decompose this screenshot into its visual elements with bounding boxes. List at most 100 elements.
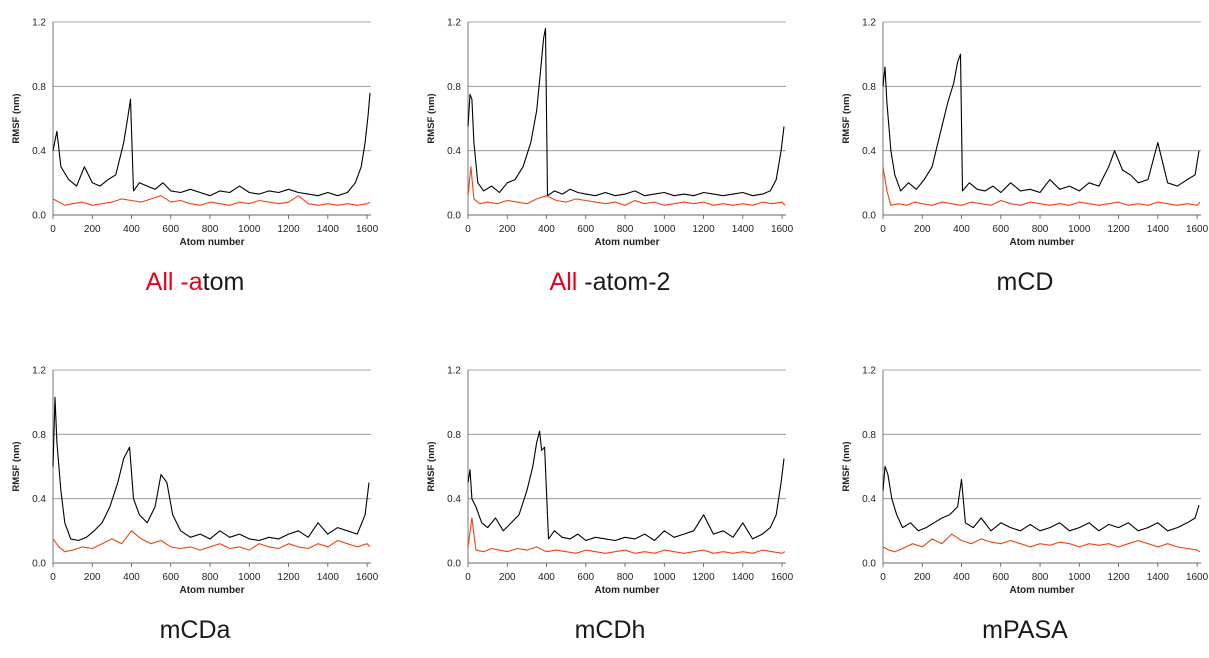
series-line-black	[467, 27, 785, 197]
x-tick-label: 1400	[1147, 224, 1170, 235]
x-tick-label: 600	[162, 572, 179, 583]
caption-part: tom	[202, 268, 245, 296]
x-tick-label: 1000	[238, 224, 261, 235]
y-tick-label: 0.0	[32, 211, 46, 222]
x-tick-label: 1200	[692, 572, 715, 583]
y-tick-label: 0.4	[32, 494, 46, 505]
x-tick-label: 1200	[692, 224, 715, 235]
y-tick-label: 0.0	[862, 559, 876, 570]
x-tick-label: 200	[914, 224, 931, 235]
y-axis-label: RMSF (nm)	[11, 441, 22, 491]
panel-caption: mPASA	[845, 616, 1205, 645]
x-tick-label: 200	[914, 572, 931, 583]
x-tick-label: 800	[202, 572, 219, 583]
y-tick-label: 1.2	[447, 18, 461, 29]
x-tick-label: 1200	[1107, 224, 1130, 235]
panel-caption: mCD	[845, 268, 1205, 297]
x-tick-label: 1000	[238, 572, 261, 583]
x-tick-label: 1600	[1186, 572, 1209, 583]
x-tick-label: 800	[1032, 224, 1049, 235]
y-tick-label: 0.4	[447, 494, 461, 505]
series-line-red	[467, 517, 786, 554]
x-tick-label: 1600	[1186, 224, 1209, 235]
series-line-black	[882, 53, 1200, 194]
x-axis-label: Atom number	[1010, 585, 1075, 596]
x-tick-label: 0	[50, 224, 56, 235]
panel-caption: mCDa	[15, 616, 375, 645]
rmsf-chart: 0.0 0.4 0.8 1.2 0 200 400 600 800 1000 1200 1400 160…	[11, 366, 379, 597]
series-line-black	[52, 396, 370, 542]
x-tick-label: 1600	[356, 224, 379, 235]
y-axis-label: RMSF (nm)	[426, 441, 437, 491]
caption-part: mCDh	[574, 616, 646, 644]
x-tick-label: 1400	[317, 572, 340, 583]
y-tick-label: 1.2	[862, 18, 876, 29]
series-line-red	[882, 166, 1201, 206]
panel-caption: mCDh	[430, 616, 790, 645]
x-tick-label: 400	[953, 224, 970, 235]
series-line-black	[882, 465, 1200, 532]
x-tick-label: 600	[162, 224, 179, 235]
rmsf-chart: 0.0 0.4 0.8 1.2 0 200 400 600 800 1000 1200 1400 160…	[426, 18, 794, 249]
chart-panel-2: 0.0 0.4 0.8 1.2 0 200 400 600 800 1000 1200 1400 160…	[415, 10, 794, 310]
x-tick-label: 800	[1032, 572, 1049, 583]
x-tick-label: 600	[992, 572, 1009, 583]
rmsf-chart: 0.0 0.4 0.8 1.2 0 200 400 600 800 1000 1200 1400 160…	[841, 366, 1209, 597]
y-tick-label: 1.2	[447, 366, 461, 377]
rmsf-chart: 0.0 0.4 0.8 1.2 0 200 400 600 800 1000 1200 1400 160…	[11, 18, 379, 249]
x-tick-label: 200	[84, 572, 101, 583]
chart-panel-6: 0.0 0.4 0.8 1.2 0 200 400 600 800 1000 1200 1400 160…	[830, 358, 1209, 658]
y-tick-label: 0.0	[447, 559, 461, 570]
y-axis-label: RMSF (nm)	[841, 93, 852, 143]
rmsf-chart: 0.0 0.4 0.8 1.2 0 200 400 600 800 1000 1200 1400 160…	[426, 366, 794, 597]
x-tick-label: 400	[538, 572, 555, 583]
x-tick-label: 600	[577, 572, 594, 583]
panel-caption: All -atom-2	[430, 268, 790, 297]
y-tick-label: 0.0	[32, 559, 46, 570]
caption-part: mPASA	[982, 616, 1068, 644]
x-tick-label: 1400	[1147, 572, 1170, 583]
x-axis-label: Atom number	[180, 585, 245, 596]
chart-panel-1: 0.0 0.4 0.8 1.2 0 200 400 600 800 1000 1200 1400 160…	[0, 10, 379, 310]
x-tick-label: 1400	[732, 572, 755, 583]
y-tick-label: 0.8	[32, 82, 46, 93]
x-tick-label: 1200	[1107, 572, 1130, 583]
x-tick-label: 800	[617, 224, 634, 235]
x-axis-label: Atom number	[180, 237, 245, 248]
x-tick-label: 0	[880, 224, 886, 235]
series-line-red	[467, 166, 786, 206]
y-tick-label: 1.2	[32, 366, 46, 377]
x-tick-label: 1200	[277, 572, 300, 583]
x-tick-label: 800	[617, 572, 634, 583]
series-line-red	[52, 530, 371, 553]
x-tick-label: 0	[50, 572, 56, 583]
chart-panel-4: 0.0 0.4 0.8 1.2 0 200 400 600 800 1000 1200 1400 160…	[0, 358, 379, 658]
x-tick-label: 1000	[1068, 224, 1091, 235]
series-line-red	[52, 195, 371, 206]
panel-caption: All -atom	[15, 268, 375, 297]
x-axis-label: Atom number	[1010, 237, 1075, 248]
x-axis-label: Atom number	[595, 585, 660, 596]
x-tick-label: 1000	[653, 224, 676, 235]
x-tick-label: 1600	[771, 224, 794, 235]
series-line-black	[467, 430, 785, 542]
x-tick-label: 400	[123, 572, 140, 583]
x-tick-label: 1400	[732, 224, 755, 235]
y-tick-label: 0.8	[447, 82, 461, 93]
y-tick-label: 0.4	[447, 146, 461, 157]
y-tick-label: 0.4	[32, 146, 46, 157]
x-axis-label: Atom number	[595, 237, 660, 248]
y-tick-label: 0.8	[447, 430, 461, 441]
y-tick-label: 1.2	[32, 18, 46, 29]
x-tick-label: 1600	[356, 572, 379, 583]
x-tick-label: 400	[953, 572, 970, 583]
x-tick-label: 200	[499, 572, 516, 583]
y-tick-label: 0.8	[32, 430, 46, 441]
y-tick-label: 0.0	[447, 211, 461, 222]
x-tick-label: 1000	[1068, 572, 1091, 583]
caption-part: -atom-2	[577, 268, 671, 296]
x-tick-label: 200	[499, 224, 516, 235]
x-tick-label: 0	[880, 572, 886, 583]
y-axis-label: RMSF (nm)	[841, 441, 852, 491]
y-tick-label: 0.8	[862, 82, 876, 93]
